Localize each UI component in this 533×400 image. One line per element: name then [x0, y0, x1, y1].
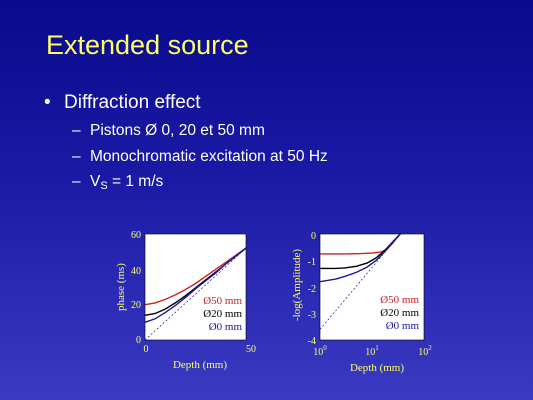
- series-line-2: [144, 247, 247, 323]
- dash-icon: –: [72, 173, 81, 190]
- chart-amplitude: 0 -1 -2 -3 -4 100 101 102 Depth (mm) -lo…: [291, 231, 432, 374]
- chart-amplitude-ytick-m2: -2: [308, 284, 316, 295]
- chart-phase-lines: [144, 247, 247, 341]
- chart-phase-legend-50: Ø50 mm: [203, 295, 242, 307]
- xtick-base: 10: [313, 347, 323, 358]
- chart-phase: 60 40 20 0 0 50 Depth (mm) phase (ms) Ø5…: [115, 230, 256, 371]
- vs-suffix: = 1 m/s: [107, 173, 164, 190]
- bullet-main-text: Diffraction effect: [64, 92, 201, 113]
- series-line-reference: [144, 247, 247, 341]
- chart-phase-legend-0: Ø0 mm: [209, 321, 243, 333]
- xtick-base: 10: [365, 347, 375, 358]
- xtick-base: 10: [418, 347, 428, 358]
- chart-phase-xlabel: Depth (mm): [173, 359, 227, 371]
- bullet-main: • Diffraction effect: [44, 92, 201, 114]
- chart-amplitude-ytick-m1: -1: [308, 257, 316, 268]
- sub-item-velocity: – VS = 1 m/s: [72, 173, 163, 192]
- chart-amplitude-legend-0: Ø0 mm: [386, 320, 420, 332]
- chart-amplitude-legend-20: Ø20 mm: [380, 307, 419, 319]
- series-line-reference: [319, 233, 401, 330]
- chart-amplitude-xlabel: Depth (mm): [350, 362, 404, 374]
- chart-amplitude-xtick-100: 102: [418, 344, 432, 358]
- xtick-exp: 0: [323, 344, 327, 352]
- chart-amplitude-plot-area: [320, 234, 424, 340]
- chart-amplitude-frame: [319, 233, 425, 341]
- chart-amplitude-legend-50: Ø50 mm: [380, 294, 419, 306]
- chart-amplitude-lines: [319, 233, 401, 330]
- chart-amplitude-ytick-m3: -3: [308, 310, 316, 321]
- chart-phase-legend-20: Ø20 mm: [203, 308, 242, 320]
- dash-icon: –: [72, 148, 81, 165]
- sub-item-pistons: – Pistons Ø 0, 20 et 50 mm: [72, 122, 265, 140]
- chart-phase-ytick-60: 60: [131, 230, 141, 241]
- chart-phase-ytick-0: 0: [136, 335, 141, 346]
- chart-phase-frame: [144, 233, 247, 341]
- chart-phase-xtick-0: 0: [144, 344, 149, 355]
- xtick-exp: 1: [375, 344, 379, 352]
- chart-amplitude-ytick-m4: -4: [308, 336, 316, 347]
- chart-phase-xtick-50: 50: [246, 344, 256, 355]
- chart-phase-ytick-40: 40: [131, 266, 141, 277]
- series-line-2: [319, 233, 401, 283]
- chart-amplitude-ylabel: -log(Amplitude): [291, 249, 303, 321]
- chart-phase-ylabel: phase (ms): [115, 263, 127, 311]
- vs-subscript: S: [100, 180, 108, 192]
- vs-prefix: V: [90, 173, 101, 190]
- chart-amplitude-ytick-0: 0: [311, 231, 316, 242]
- dash-icon: –: [72, 122, 81, 139]
- slide-title: Extended source: [46, 30, 249, 60]
- chart-phase-plot-area: [145, 234, 246, 340]
- xtick-exp: 2: [428, 344, 432, 352]
- chart-phase-ytick-20: 20: [131, 300, 141, 311]
- chart-amplitude-xtick-10: 101: [365, 344, 379, 358]
- series-line-0: [144, 247, 247, 306]
- sub-item-text: Monochromatic excitation at 50 Hz: [90, 148, 328, 165]
- chart-amplitude-xtick-1: 100: [313, 344, 327, 358]
- bullet-dot-icon: •: [44, 92, 51, 113]
- sub-item-excitation: – Monochromatic excitation at 50 Hz: [72, 148, 328, 166]
- sub-item-text: Pistons Ø 0, 20 et 50 mm: [90, 122, 265, 139]
